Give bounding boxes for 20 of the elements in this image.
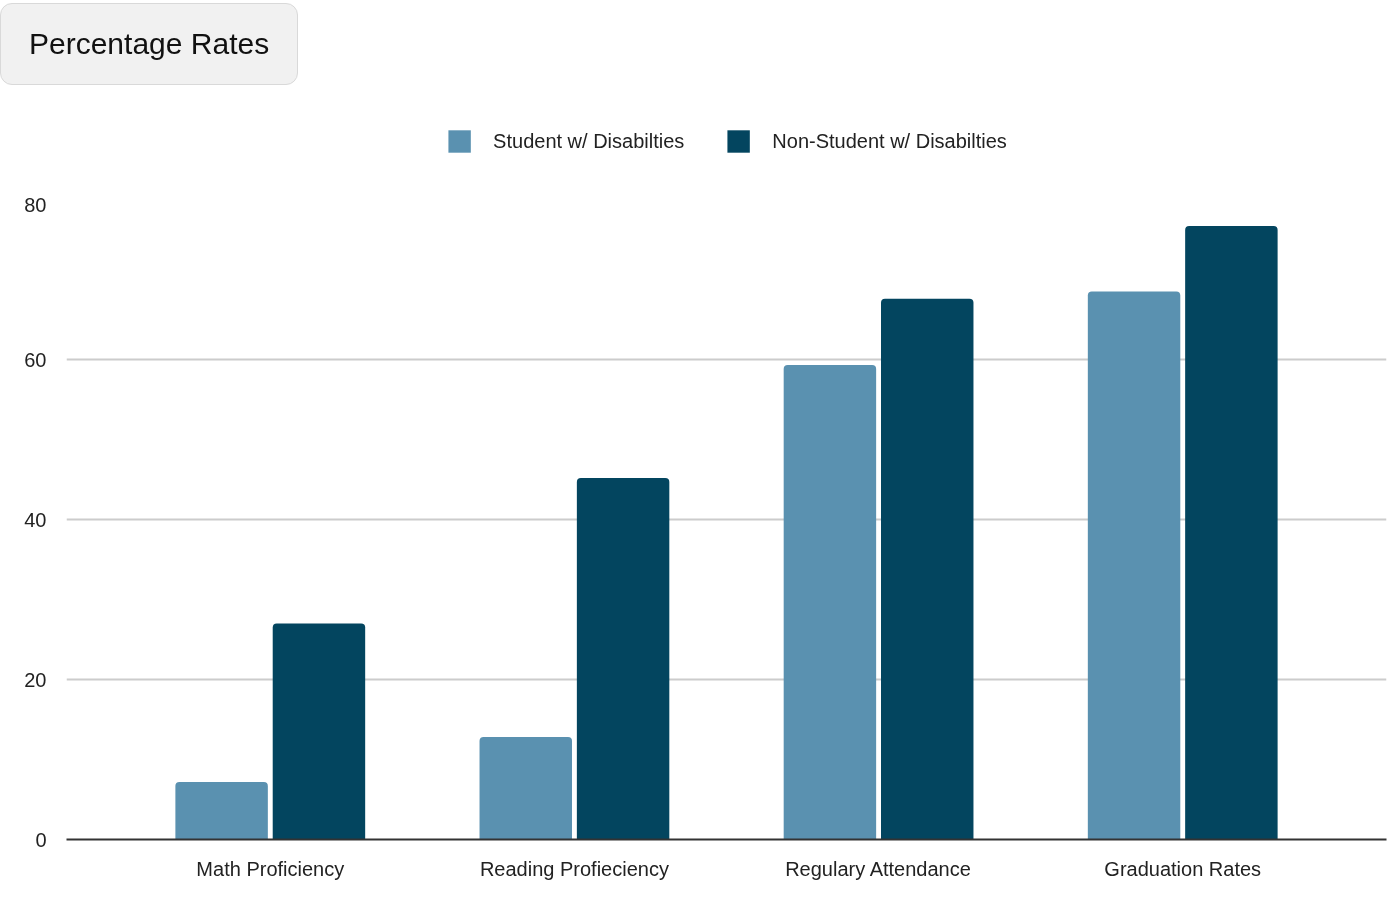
bar <box>783 365 877 840</box>
bar <box>576 477 670 840</box>
y-tick-label: 40 <box>24 508 47 531</box>
x-tick-label: Math Proficiency <box>196 857 345 880</box>
bar <box>479 737 572 840</box>
bar <box>272 623 366 840</box>
y-tick-label: 80 <box>24 193 47 216</box>
x-tick-label: Reading Profieciency <box>479 857 669 880</box>
y-tick-label: 0 <box>35 828 47 851</box>
bar <box>881 298 974 840</box>
chart-title: Percentage Rates <box>29 26 270 62</box>
legend-label: Non-Student w/ Disabilties <box>772 129 1007 153</box>
x-tick-label: Regulary Attendance <box>785 857 971 880</box>
y-tick-label: 60 <box>24 348 47 371</box>
bar <box>175 781 268 840</box>
legend-label: Student w/ Disabilties <box>493 129 685 153</box>
y-tick-label: 20 <box>24 668 47 691</box>
bar <box>1185 225 1278 840</box>
bar <box>1087 291 1181 840</box>
x-tick-label: Graduation Rates <box>1104 857 1262 880</box>
